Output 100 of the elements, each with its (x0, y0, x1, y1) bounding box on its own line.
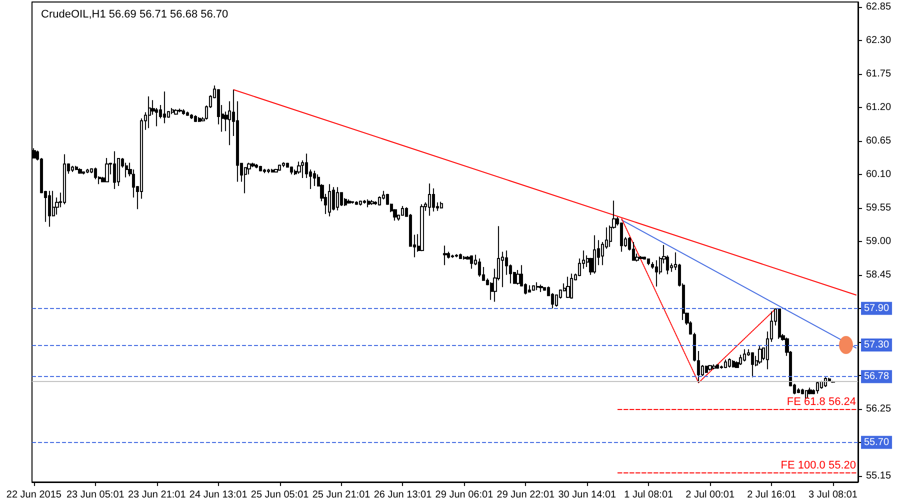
y-tick-label: 59.00 (866, 236, 892, 247)
candlestick (367, 198, 370, 208)
y-tick-label: 60.65 (866, 135, 892, 146)
y-tick-label: 55.15 (866, 470, 892, 482)
x-tick-label: 22 Jun 2015 (6, 490, 62, 500)
candlestick (82, 170, 85, 175)
candlestick (451, 254, 454, 258)
candlestick (655, 260, 658, 287)
candlestick (259, 165, 262, 172)
x-tick-label: 29 Jun 22:01 (496, 490, 556, 500)
candlestick (751, 352, 754, 378)
candlestick (593, 234, 596, 274)
candlestick (443, 245, 447, 266)
candlestick (459, 253, 462, 260)
candlestick (274, 168, 278, 174)
x-tick-label: 25 Jun 05:01 (250, 490, 310, 500)
candlestick (639, 256, 643, 260)
candlestick (808, 387, 812, 395)
candlestick (728, 358, 731, 368)
candlestick (174, 108, 178, 116)
candlestick (732, 360, 735, 368)
candlestick (566, 276, 570, 299)
y-tick-label: 61.20 (866, 102, 892, 113)
candlestick (478, 258, 481, 278)
candlestick (163, 91, 166, 124)
candlestick (363, 199, 366, 204)
candlestick (724, 359, 727, 369)
candlestick (328, 184, 331, 217)
candlestick (536, 282, 539, 291)
y-tick-label: 59.55 (866, 202, 892, 214)
candlestick (271, 168, 274, 174)
candlestick (148, 96, 151, 129)
candlestick (801, 388, 804, 395)
ref-line-label: 55.70 (864, 436, 890, 448)
candlestick (178, 108, 182, 113)
x-tick-label: 23 Jun 21:01 (128, 490, 186, 500)
candlestick (255, 164, 258, 169)
candlestick (778, 308, 781, 340)
candlestick (532, 284, 535, 292)
candlestick (708, 364, 712, 372)
ref-line-label: 56.78 (864, 371, 890, 382)
candlestick (313, 170, 316, 186)
candlestick (647, 258, 650, 266)
candlestick (105, 157, 109, 182)
candlestick (420, 204, 424, 252)
x-tick-label: 1 Jul 08:01 (624, 490, 674, 500)
candlestick (428, 183, 431, 216)
x-tick-label: 25 Jun 21:01 (312, 490, 371, 500)
candlestick (470, 254, 473, 270)
candlestick (758, 346, 762, 364)
candlestick (336, 186, 339, 211)
candlestick (528, 284, 531, 294)
candlestick (186, 111, 189, 116)
candlestick (705, 365, 708, 374)
y-tick-label: 56.25 (866, 403, 892, 414)
candlestick (78, 168, 82, 174)
y-tick-label: 58.45 (866, 269, 892, 280)
candlestick (712, 364, 716, 370)
x-tick-label: 3 Jul 08:01 (808, 490, 858, 500)
annotation: FE 61.8 56.24 (786, 396, 856, 408)
x-tick-label: 2 Jul 16:01 (747, 490, 796, 500)
candlestick (71, 165, 74, 172)
candlestick (539, 284, 543, 292)
candlestick (75, 165, 78, 171)
x-tick-label: 24 Jun 13:01 (189, 490, 248, 500)
candlestick (347, 198, 351, 204)
candlestick (455, 254, 458, 258)
candlestick (278, 164, 281, 172)
candlestick (816, 380, 819, 394)
x-tick-label: 2 Jul 00:01 (686, 490, 735, 500)
candlestick (401, 206, 404, 216)
candlestick (355, 200, 358, 206)
candlestick (463, 256, 466, 260)
candlestick (113, 150, 116, 190)
x-tick-label: 30 Jun 14:01 (558, 490, 616, 500)
y-tick-label: 62.85 (866, 1, 892, 12)
annotation: FE 100.0 55.20 (780, 459, 856, 472)
candlestick (198, 116, 201, 122)
candlestick (194, 114, 197, 122)
candlestick (267, 168, 270, 174)
text: CrudeOIL,H1 56.69 56.71 56.68 56.70 (41, 8, 228, 20)
candlestick (263, 168, 266, 174)
y-tick-label: 61.75 (866, 68, 892, 80)
ref-line-label: 57.30 (864, 339, 890, 350)
candlestick (359, 200, 362, 206)
y-tick-label: 60.10 (866, 168, 892, 180)
candlestick (432, 188, 435, 212)
candlestick (125, 162, 128, 178)
candlestick (570, 273, 573, 300)
candlestick (440, 201, 443, 209)
candlestick (48, 190, 51, 228)
candlestick (86, 168, 89, 174)
ref-line-label: 57.90 (864, 302, 890, 314)
candlestick (351, 200, 354, 204)
candlestick (94, 167, 97, 180)
x-tick-label: 29 Jun 06:01 (435, 490, 494, 500)
candlestick (190, 114, 193, 120)
candlestick (370, 199, 374, 206)
candlestick (63, 154, 66, 205)
x-tick-label: 26 Jun 13:01 (374, 490, 432, 500)
